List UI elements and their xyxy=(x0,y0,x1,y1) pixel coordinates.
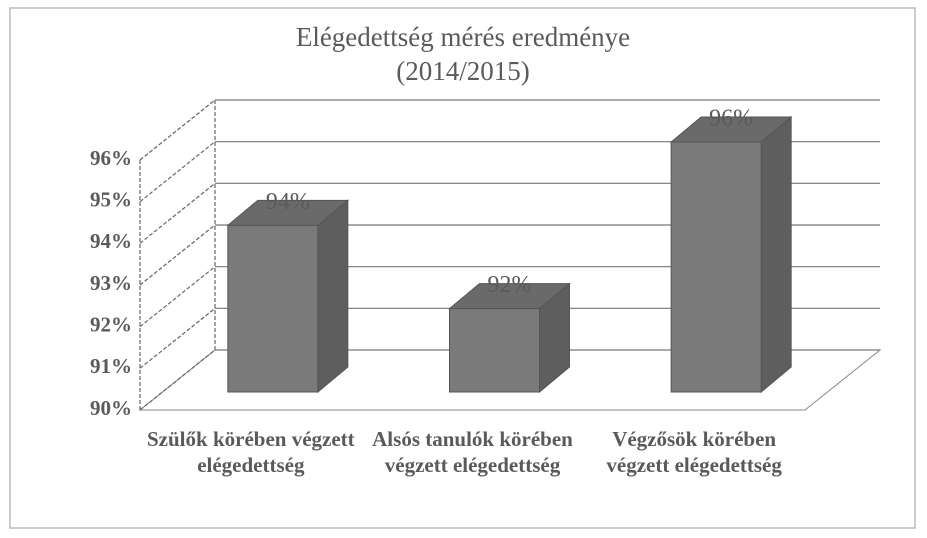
chart-title: Elégedettség mérés eredménye xyxy=(296,22,630,52)
y-tick-label: 92% xyxy=(90,312,132,336)
y-tick-label: 96% xyxy=(90,146,132,170)
x-tick-label: Végzősök körében végzett elégedettség xyxy=(606,427,782,477)
x-tick-label: Alsós tanulók körében végzett elégedetts… xyxy=(372,427,573,477)
bar-side xyxy=(317,199,349,394)
value-label: 94% xyxy=(266,189,310,215)
side-grid-line xyxy=(139,266,216,328)
y-tick-label: 94% xyxy=(90,229,132,253)
value-label: 92% xyxy=(488,272,532,298)
side-grid-line xyxy=(139,307,216,369)
side-grid-line xyxy=(139,349,216,411)
bar xyxy=(226,199,350,394)
chart-subtitle: (2014/2015) xyxy=(396,56,529,86)
bar-front xyxy=(670,141,762,393)
side-grid-line xyxy=(139,182,216,244)
y-tick-label: 95% xyxy=(90,187,132,211)
side-grid-line xyxy=(139,141,216,203)
side-grid-line xyxy=(139,224,216,286)
bar xyxy=(448,282,571,394)
value-label: 96% xyxy=(709,106,753,132)
bar-side xyxy=(760,115,792,394)
chart-border xyxy=(9,7,916,529)
bar xyxy=(669,115,793,394)
y-tick-label: 91% xyxy=(90,354,132,378)
bar-front xyxy=(449,308,540,393)
y-tick-label: 93% xyxy=(90,271,132,295)
bar-front xyxy=(227,224,319,393)
x-tick-label: Szülők körében végzett elégedettség xyxy=(147,427,355,477)
side-grid-line xyxy=(139,99,216,161)
y-tick-label: 90% xyxy=(90,396,132,420)
